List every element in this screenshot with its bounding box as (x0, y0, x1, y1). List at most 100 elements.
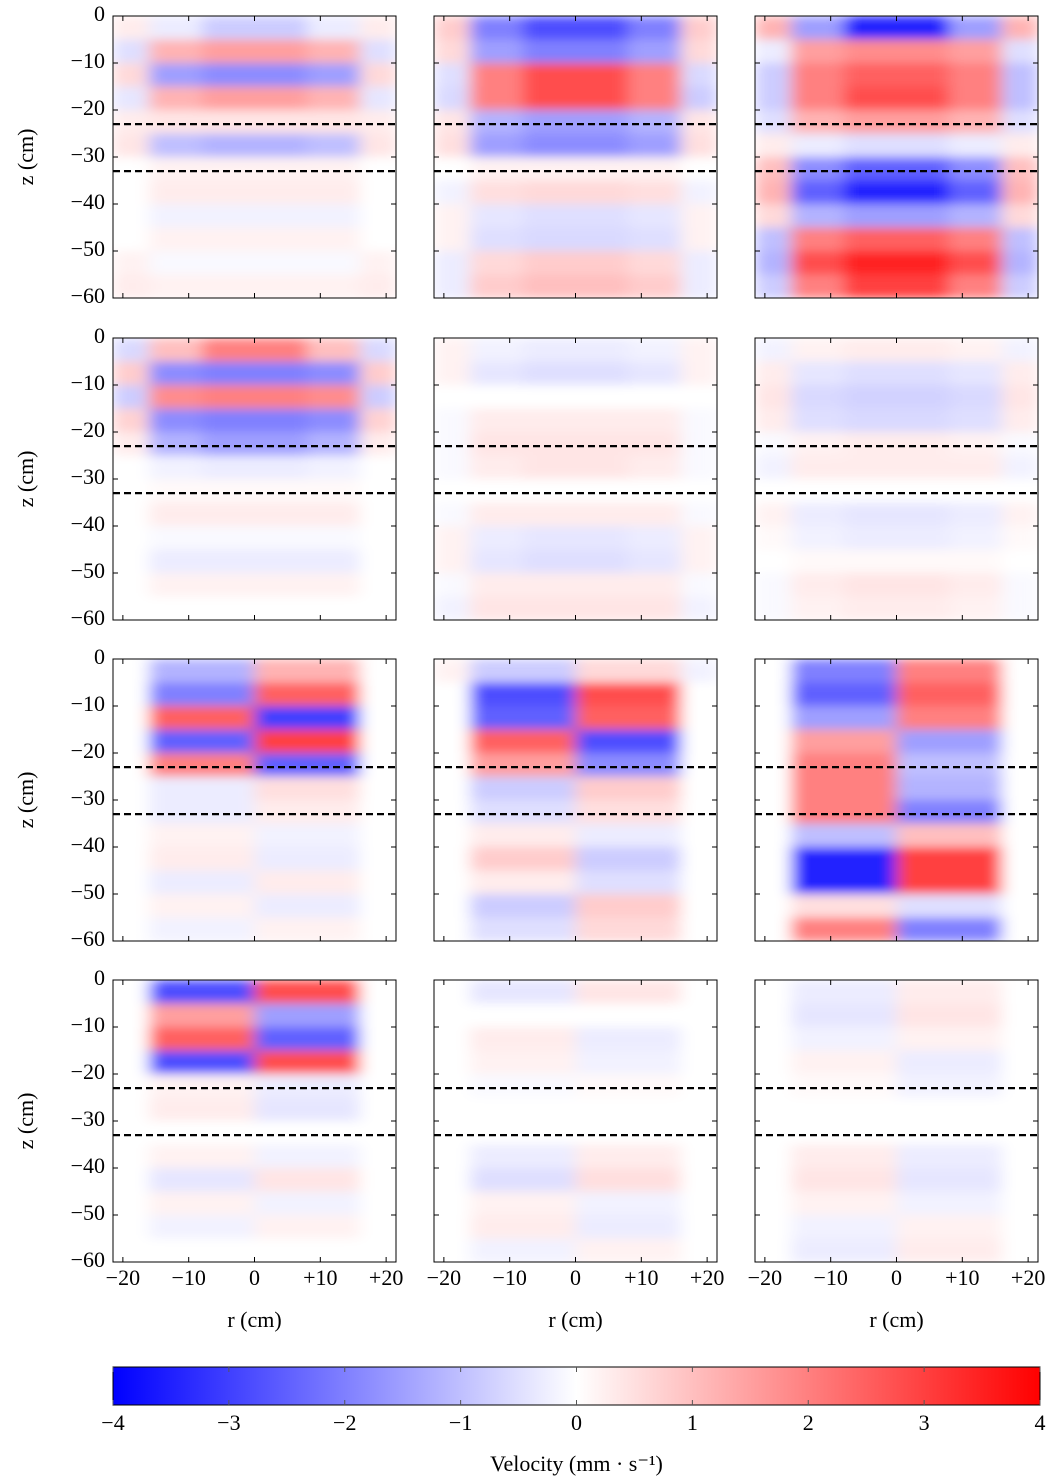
heat-cell (434, 479, 471, 503)
heat-cell (470, 870, 524, 895)
y-tick-label: 0 (94, 644, 105, 669)
heat-cell (628, 274, 682, 298)
heat-cell (843, 251, 897, 275)
heat-cell (201, 479, 255, 503)
heat-cell (254, 180, 308, 205)
heat-cell (434, 432, 471, 456)
heat-cell (434, 980, 471, 1004)
heat-cell (470, 39, 524, 64)
heat-cell (628, 455, 682, 480)
heat-cell (680, 659, 717, 683)
heat-cell (149, 408, 203, 433)
heat-cell (470, 980, 524, 1004)
velocity-field (755, 980, 1038, 1262)
heat-cell (470, 180, 524, 205)
heat-cell (949, 274, 1003, 298)
heat-cell (307, 361, 361, 386)
heat-cell (575, 251, 629, 275)
heat-cell (149, 86, 203, 111)
x-tick-label: +20 (1011, 1265, 1045, 1290)
heat-cell (896, 1144, 950, 1169)
heat-cell (1001, 1144, 1038, 1169)
heat-cell (359, 432, 396, 456)
heat-cell (254, 753, 308, 777)
heat-cell (896, 180, 950, 205)
heat-cell (113, 157, 150, 181)
heat-cell (843, 1168, 897, 1192)
heat-cell (113, 361, 150, 386)
heat-cell (791, 408, 845, 433)
y-tick-label: −40 (71, 832, 105, 857)
heat-cell (680, 894, 717, 918)
heat-cell (359, 408, 396, 433)
heat-cell (843, 1215, 897, 1239)
heat-cell (254, 39, 308, 64)
heat-cell (1001, 526, 1038, 550)
heat-cell (149, 1121, 203, 1145)
heat-cell (791, 800, 845, 824)
heat-cell (254, 274, 308, 298)
heat-cell (254, 659, 308, 683)
heat-cell (575, 776, 629, 801)
y-tick-label: −20 (71, 417, 105, 442)
heat-cell (843, 432, 897, 456)
heat-cell (522, 526, 576, 550)
y-tick-label: −40 (71, 511, 105, 536)
heat-cell (628, 86, 682, 111)
heat-cell (201, 180, 255, 205)
heat-cell (628, 1168, 682, 1192)
x-tick-label: +20 (369, 1265, 403, 1290)
heat-cell (254, 16, 308, 40)
heat-cell (359, 706, 396, 730)
heat-cell (434, 63, 471, 87)
heat-cell (522, 1074, 576, 1098)
heat-cell (755, 1215, 792, 1239)
heat-cell (201, 729, 255, 754)
heat-cell (680, 753, 717, 777)
heat-cell (755, 16, 792, 40)
heat-cell (949, 110, 1003, 134)
heat-cell (149, 549, 203, 574)
heat-cell (359, 63, 396, 87)
heat-cell (949, 980, 1003, 1004)
heat-cell (949, 338, 1003, 362)
heat-cell (843, 204, 897, 228)
velocity-field (434, 659, 717, 941)
heat-cell (434, 596, 471, 620)
heat-cell (254, 1121, 308, 1145)
heat-cell (201, 980, 255, 1004)
y-tick-label: −40 (71, 189, 105, 214)
heat-cell (307, 157, 361, 181)
heat-cell (149, 133, 203, 158)
y-axis-label: z (cm) (13, 772, 38, 829)
heat-cell (628, 110, 682, 134)
heat-cell (755, 455, 792, 480)
heat-cell (949, 227, 1003, 252)
heat-cell (791, 110, 845, 134)
heat-cell (254, 706, 308, 730)
heat-cell (434, 753, 471, 777)
heat-cell (470, 753, 524, 777)
heat-cell (575, 502, 629, 527)
heat-cell (113, 800, 150, 824)
heat-cell (470, 1050, 524, 1075)
heat-cell (1001, 86, 1038, 111)
heat-cell (434, 1097, 471, 1122)
heat-cell (575, 86, 629, 111)
heat-cell (755, 1027, 792, 1051)
heat-cell (896, 227, 950, 252)
heat-cell (201, 1168, 255, 1192)
heat-cell (113, 86, 150, 111)
heat-cell (896, 338, 950, 362)
heat-cell (201, 361, 255, 386)
heat-cell (680, 1074, 717, 1098)
heat-cell (680, 1121, 717, 1145)
heat-cell (1001, 361, 1038, 386)
heat-cell (307, 479, 361, 503)
heat-cell (522, 227, 576, 252)
heat-cell (755, 110, 792, 134)
heat-cell (113, 1097, 150, 1122)
heat-cell (628, 729, 682, 754)
heat-cell (755, 1191, 792, 1216)
heat-cell (575, 753, 629, 777)
